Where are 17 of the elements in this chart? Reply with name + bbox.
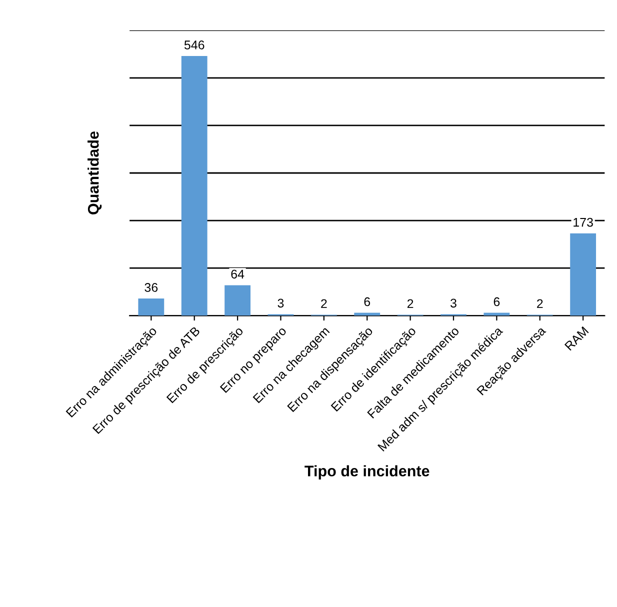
- data-label: 3: [278, 298, 284, 308]
- data-label: 546: [184, 40, 204, 50]
- data-label: 2: [321, 299, 327, 308]
- data-label: 173: [574, 218, 593, 227]
- bar: [138, 298, 164, 316]
- data-label: 64: [231, 270, 244, 279]
- bar: [181, 56, 208, 316]
- data-label: 36: [144, 283, 158, 292]
- x-axis-title: Tipo de incidente: [304, 465, 430, 480]
- data-label: 3: [450, 298, 456, 308]
- bar: [570, 233, 596, 316]
- y-axis-title: Quantidade: [88, 131, 102, 214]
- data-label: 6: [364, 297, 370, 306]
- data-label: 6: [494, 297, 500, 306]
- bar: [224, 285, 250, 316]
- data-label: 2: [537, 299, 543, 308]
- data-label: 2: [407, 299, 414, 308]
